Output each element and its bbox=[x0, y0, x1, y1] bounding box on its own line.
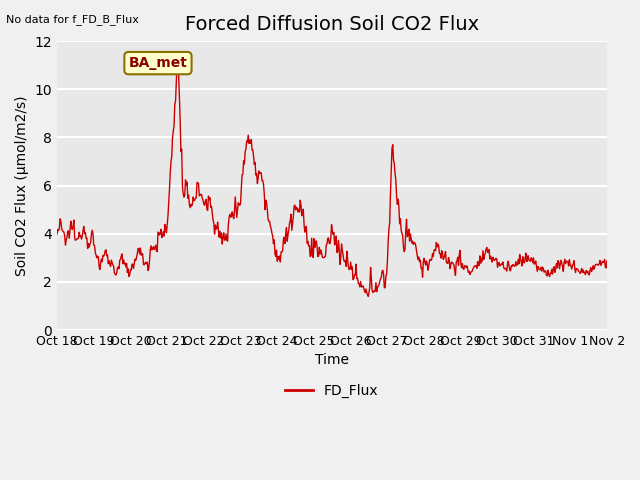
Text: No data for f_FD_B_Flux: No data for f_FD_B_Flux bbox=[6, 14, 140, 25]
Legend: FD_Flux: FD_Flux bbox=[280, 379, 384, 404]
X-axis label: Time: Time bbox=[315, 353, 349, 368]
Y-axis label: Soil CO2 Flux (μmol/m2/s): Soil CO2 Flux (μmol/m2/s) bbox=[15, 96, 29, 276]
Title: Forced Diffusion Soil CO2 Flux: Forced Diffusion Soil CO2 Flux bbox=[185, 15, 479, 34]
Text: BA_met: BA_met bbox=[129, 56, 188, 70]
